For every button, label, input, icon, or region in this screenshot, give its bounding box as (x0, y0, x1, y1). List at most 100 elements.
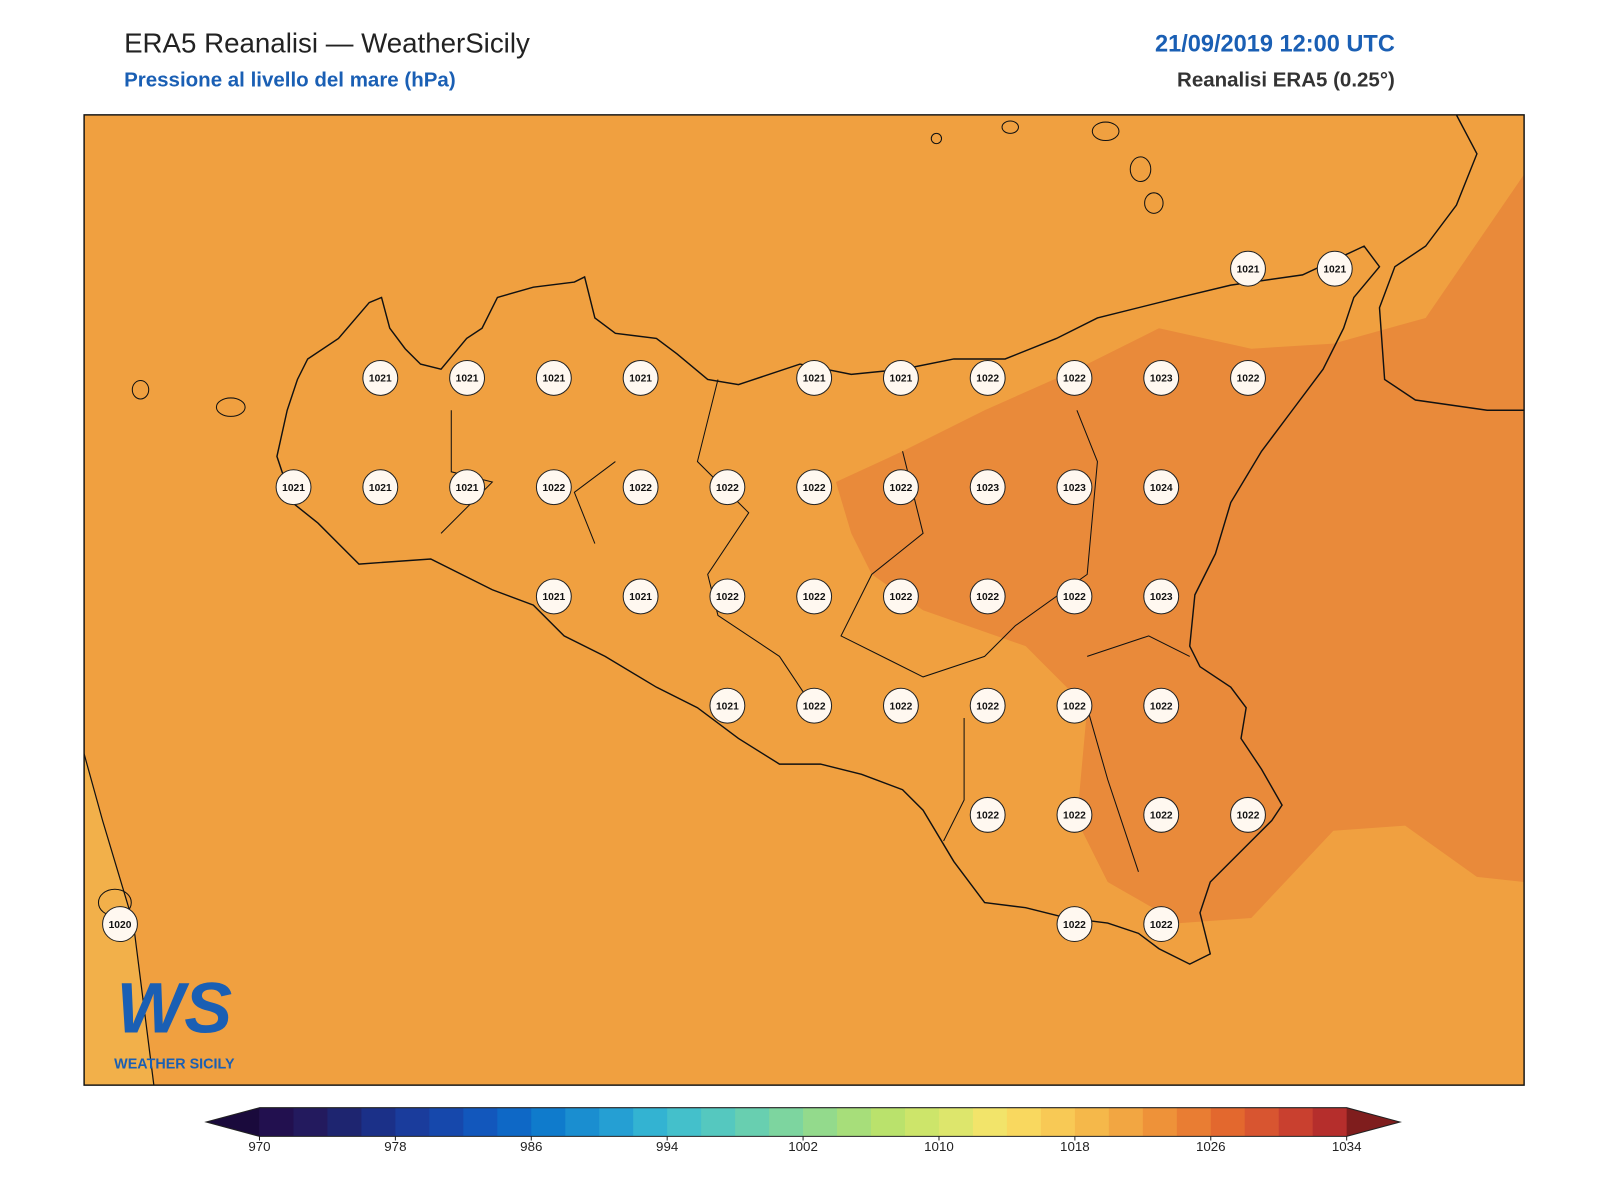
colorbar-bin (972, 1107, 1008, 1137)
colorbar-tick-label: 986 (520, 1139, 542, 1154)
station-marker (796, 359, 833, 396)
station-marker (709, 578, 746, 615)
station-marker (1056, 906, 1093, 943)
map-frame (83, 114, 1525, 1086)
station-value: 1021 (456, 374, 479, 385)
station-value: 1022 (1063, 701, 1086, 712)
station-value: 1021 (282, 483, 305, 494)
date: 21/09/2019 12:00 UTC (1155, 30, 1395, 56)
colorbar-bin (497, 1107, 532, 1137)
colorbar-bin (938, 1107, 974, 1137)
station-marker (102, 906, 138, 943)
station-value: 1023 (1150, 374, 1173, 385)
island (930, 132, 943, 145)
station-value: 1021 (1237, 264, 1260, 275)
station-marker (709, 469, 746, 506)
station-value: 1022 (976, 374, 999, 385)
colorbar-extend (206, 1107, 260, 1137)
island (1129, 156, 1152, 183)
station-value: 1022 (890, 701, 913, 712)
station-value: 1020 (109, 920, 132, 931)
station-value: 1022 (803, 483, 826, 494)
station-value: 1021 (542, 592, 565, 603)
station-marker (535, 578, 572, 615)
colorbar-bin (1040, 1107, 1076, 1137)
station-marker (796, 469, 833, 506)
station-value: 1023 (1150, 592, 1173, 603)
island (215, 397, 246, 417)
colorbar-bin (1210, 1107, 1246, 1137)
subtitle: Pressione al livello del mare (hPa) (124, 68, 456, 91)
colorbar-bin (463, 1107, 498, 1137)
station-value: 1022 (976, 811, 999, 822)
station-value: 1021 (890, 374, 913, 385)
colorbar-bin (1176, 1107, 1212, 1137)
station-marker (1230, 359, 1266, 396)
station-value: 1022 (1063, 374, 1086, 385)
map: 1021 1021 1021 1021 1021 1021 1021 1021 1022 1022… (83, 114, 1525, 1086)
station-value: 1021 (1323, 264, 1346, 275)
colorbar-bin (803, 1107, 838, 1137)
station-value: 1022 (1237, 374, 1260, 385)
station-marker (1230, 250, 1266, 287)
colorbar-tick-label: 994 (656, 1139, 679, 1154)
station-value: 1022 (1237, 811, 1260, 822)
logo-name: WEATHER SICILY (114, 1056, 235, 1072)
island (1001, 120, 1019, 134)
island (131, 380, 150, 400)
station-value: 1022 (890, 483, 913, 494)
colorbar-bin (1074, 1107, 1110, 1137)
colorbar-tick-label: 970 (248, 1139, 270, 1154)
station-marker (1143, 578, 1180, 615)
colorbar-bin (871, 1107, 906, 1137)
station-marker (1056, 578, 1093, 615)
colorbar-bin (429, 1107, 464, 1137)
station-marker (449, 359, 486, 396)
colorbar-bin (1142, 1107, 1178, 1137)
colorbar-bin (293, 1107, 328, 1137)
station-marker (1143, 359, 1180, 396)
station-value: 1022 (1150, 811, 1173, 822)
colorbar-tick-label: 978 (384, 1139, 406, 1154)
station-value: 1021 (369, 374, 392, 385)
colorbar-tick-label: 1018 (1060, 1139, 1090, 1154)
colorbar-bin (327, 1107, 362, 1137)
station-value: 1021 (629, 374, 652, 385)
station-marker (969, 578, 1006, 615)
colorbar-bin (633, 1107, 668, 1137)
station-marker (969, 469, 1006, 506)
colorbar-tick-label: 1034 (1332, 1139, 1362, 1154)
colorbar-bin (361, 1107, 396, 1137)
station-marker (1143, 469, 1180, 506)
coastline (1378, 114, 1525, 411)
station-value: 1021 (803, 374, 826, 385)
station-marker (622, 469, 659, 506)
station-value: 1022 (1063, 592, 1086, 603)
station-value: 1021 (542, 374, 565, 385)
station-value: 1022 (1063, 920, 1086, 931)
coastline (276, 245, 1381, 965)
station-value: 1022 (1150, 920, 1173, 931)
station-value: 1023 (976, 483, 999, 494)
station-marker (622, 578, 659, 615)
colorbar-bin (905, 1107, 940, 1137)
colorbar-tick-label: 1002 (788, 1139, 818, 1154)
colorbar-tick-label: 1010 (924, 1139, 954, 1154)
station-marker (535, 469, 572, 506)
station-marker (882, 578, 919, 615)
colorbar-bin (769, 1107, 804, 1137)
colorbar-bin (1278, 1107, 1314, 1137)
station-marker (362, 469, 399, 506)
station-marker (1316, 250, 1353, 287)
station-marker (449, 469, 486, 506)
station-value: 1022 (1063, 811, 1086, 822)
colorbar-bin (735, 1107, 770, 1137)
station-value: 1021 (629, 592, 652, 603)
colorbar-bin (259, 1107, 294, 1137)
station-value: 1022 (716, 592, 739, 603)
station-value: 1023 (1063, 483, 1086, 494)
source: Reanalisi ERA5 (0.25°) (1177, 68, 1395, 91)
station-marker (969, 796, 1006, 833)
colorbar-extend (1346, 1107, 1400, 1137)
